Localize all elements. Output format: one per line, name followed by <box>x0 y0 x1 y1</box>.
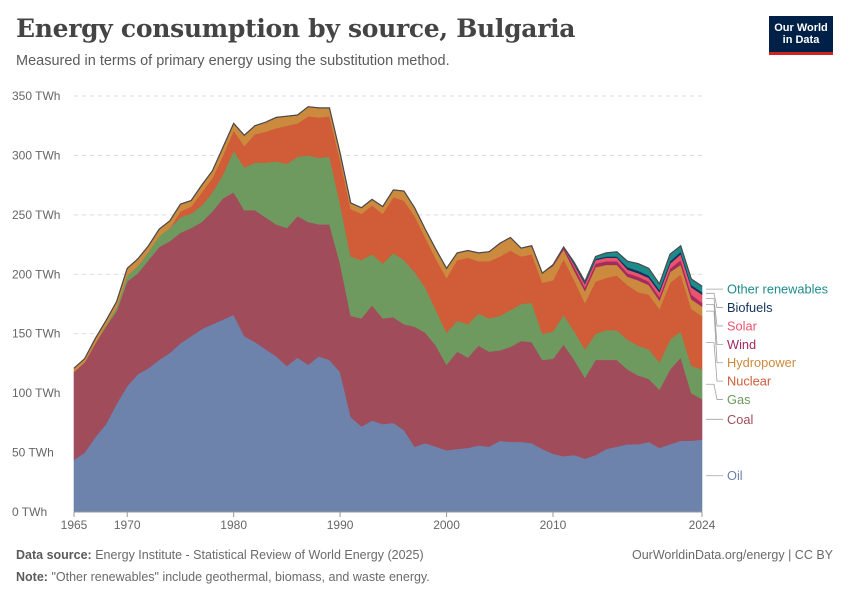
data-source-label: Data source: <box>16 548 92 562</box>
data-source: Data source: Energy Institute - Statisti… <box>16 548 424 562</box>
x-tick-label: 1980 <box>220 518 247 532</box>
x-tick-label: 1965 <box>61 518 88 532</box>
y-tick-label: 250 TWh <box>12 208 60 222</box>
chart-note: Note: "Other renewables" include geother… <box>16 570 430 584</box>
legend-label-coal: Coal <box>727 412 753 427</box>
y-tick-label: 150 TWh <box>12 327 60 341</box>
citation-link[interactable]: OurWorldinData.org/energy | CC BY <box>631 548 833 562</box>
note-text: "Other renewables" include geothermal, b… <box>51 570 430 584</box>
legend-label-biofuels: Biofuels <box>727 300 773 315</box>
y-tick-label: 50 TWh <box>12 446 54 460</box>
x-tick-label: 2024 <box>689 518 716 532</box>
logo-line-1: Our World <box>774 22 828 34</box>
legend-label-oil: Oil <box>727 468 743 483</box>
legend-leader-line <box>706 298 723 327</box>
total-outline <box>73 106 703 369</box>
page-title: Energy consumption by source, Bulgaria <box>16 14 576 43</box>
page-subtitle: Measured in terms of primary energy usin… <box>16 53 450 69</box>
y-tick-label: 100 TWh <box>12 386 60 400</box>
legend-leader-line <box>706 292 723 308</box>
legend-label-gas: Gas <box>727 392 750 407</box>
x-tick-label: 1990 <box>327 518 354 532</box>
legend-label-other-renewables: Other renewables <box>727 282 828 297</box>
legend-label-nuclear: Nuclear <box>727 374 772 389</box>
x-tick-label: 2010 <box>540 518 567 532</box>
x-tick-label: 2000 <box>433 518 460 532</box>
owid-logo[interactable]: Our World in Data <box>769 16 833 55</box>
y-tick-label: 0 TWh <box>12 505 47 519</box>
logo-line-2: in Data <box>782 34 820 46</box>
data-source-link[interactable]: Energy Institute - Statistical Review of… <box>95 548 424 562</box>
note-label: Note: <box>16 570 48 584</box>
legend-label-wind: Wind <box>727 337 756 352</box>
legend-label-solar: Solar <box>727 318 758 333</box>
legend-leader-line <box>706 383 723 400</box>
y-tick-label: 200 TWh <box>12 267 60 281</box>
legend-label-hydropower: Hydropower <box>727 355 797 370</box>
y-tick-label: 300 TWh <box>12 148 60 162</box>
legend-leader-line <box>706 304 723 345</box>
legend-leader-line <box>706 310 723 364</box>
y-tick-label: 350 TWh <box>12 89 60 103</box>
x-tick-label: 1970 <box>114 518 141 532</box>
legend-leader-line <box>706 342 723 382</box>
